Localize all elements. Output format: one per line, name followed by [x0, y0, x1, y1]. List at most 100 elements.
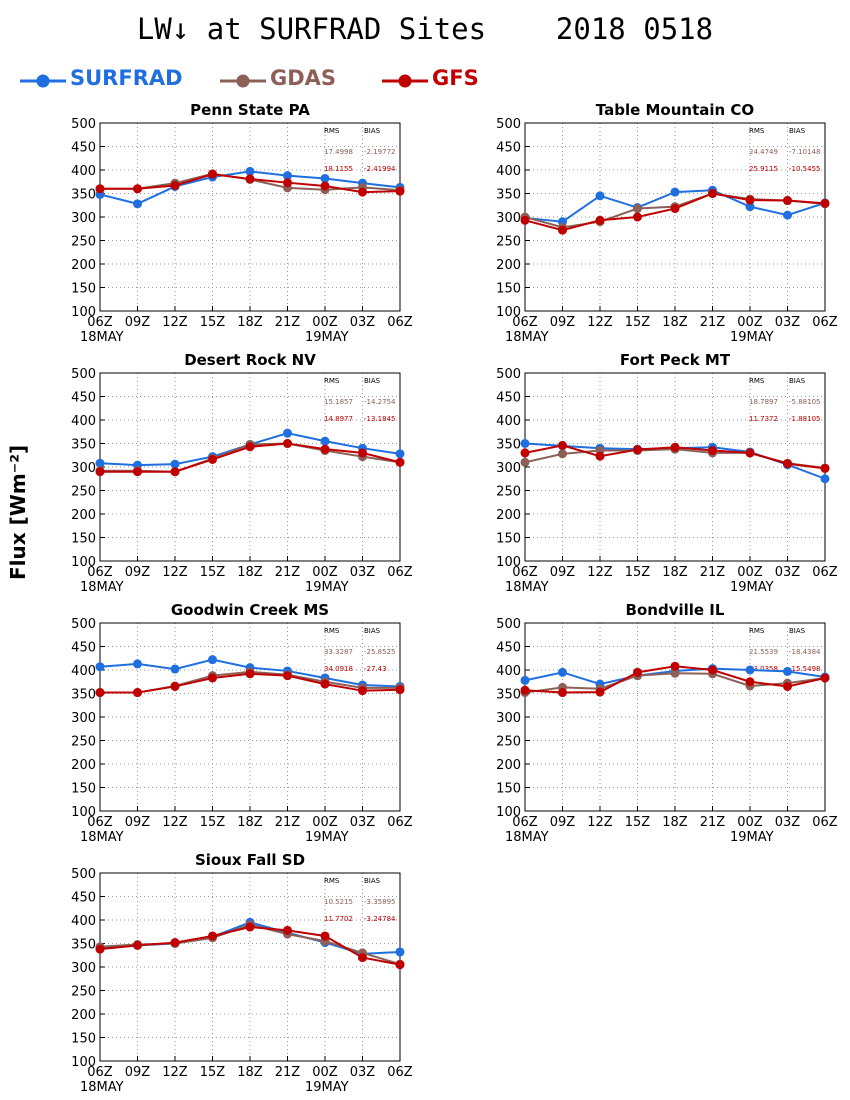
data-point-surfrad	[133, 199, 142, 209]
y-tick-label: 350	[71, 938, 96, 953]
stat-rms: 25.9115	[749, 165, 778, 173]
x-tick-label: 21Z	[700, 815, 726, 830]
stats-header-bias: BIAS	[789, 127, 806, 135]
date-label-start: 18MAY	[80, 330, 124, 345]
y-tick-label: 450	[71, 141, 96, 156]
data-point-surfrad	[283, 428, 292, 438]
y-tick-label: 350	[71, 438, 96, 453]
stats-header-rms: RMS	[749, 377, 765, 385]
y-tick-label: 500	[71, 617, 96, 632]
y-tick-label: 200	[71, 258, 96, 273]
x-tick-label: 09Z	[125, 315, 151, 330]
data-point-surfrad	[820, 474, 830, 484]
data-point-gfs	[595, 215, 605, 225]
stats-header-rms: RMS	[749, 127, 765, 135]
stats-header-bias: BIAS	[364, 627, 381, 635]
data-point-gfs	[170, 938, 180, 948]
data-point-gdas	[520, 457, 530, 467]
data-point-surfrad	[558, 667, 567, 677]
date-label-end: 19MAY	[305, 1080, 349, 1095]
stats-header-rms: RMS	[324, 877, 340, 885]
y-tick-label: 200	[71, 758, 96, 773]
data-point-surfrad	[520, 675, 530, 685]
y-tick-label: 150	[71, 532, 96, 547]
stat-rms: 24.4749	[749, 148, 778, 156]
x-tick-label: 12Z	[587, 315, 613, 330]
data-point-gfs	[558, 225, 567, 235]
x-tick-label: 15Z	[200, 565, 226, 580]
data-point-gfs	[95, 184, 105, 194]
y-tick-label: 300	[71, 711, 96, 726]
data-point-gfs	[170, 181, 180, 191]
x-tick-label: 21Z	[700, 565, 726, 580]
stat-bias: -3.24784	[364, 915, 396, 923]
data-point-surfrad	[395, 449, 405, 459]
y-tick-label: 400	[496, 414, 521, 429]
y-tick-label: 200	[496, 508, 521, 523]
data-point-gfs	[320, 679, 330, 689]
panel-title: Bondville IL	[626, 601, 725, 619]
x-tick-label: 18Z	[662, 315, 688, 330]
data-point-gfs	[395, 685, 405, 695]
stat-rms: 18.1155	[324, 165, 353, 173]
x-tick-label: 12Z	[162, 815, 188, 830]
data-point-gfs	[208, 454, 217, 464]
x-tick-label: 06Z	[387, 565, 413, 580]
x-tick-label: 09Z	[550, 565, 576, 580]
y-tick-label: 100	[71, 805, 96, 820]
data-point-gfs	[395, 960, 405, 970]
x-tick-label: 00Z	[312, 1065, 338, 1080]
x-tick-label: 09Z	[125, 815, 151, 830]
x-tick-label: 15Z	[200, 1065, 226, 1080]
data-point-gdas	[633, 204, 642, 214]
data-point-gfs	[558, 688, 567, 698]
y-tick-label: 150	[71, 782, 96, 797]
panel-title: Sioux Fall SD	[195, 851, 305, 869]
chart-panel-5: Goodwin Creek MS 100 150 200 250 300 350 400 450…	[71, 601, 413, 845]
x-tick-label: 06Z	[512, 815, 538, 830]
legend-label: SURFRAD	[70, 66, 183, 90]
x-tick-label: 00Z	[737, 565, 763, 580]
data-point-gfs	[95, 688, 105, 698]
x-tick-label: 18Z	[237, 815, 263, 830]
stat-bias: -27.43	[364, 665, 387, 673]
data-point-gdas	[558, 449, 567, 459]
y-tick-label: 400	[71, 664, 96, 679]
date-label-end: 19MAY	[730, 580, 774, 595]
stat-rms: 17.4998	[324, 148, 353, 156]
date-label-start: 18MAY	[80, 830, 124, 845]
stat-bias: -14.2754	[364, 398, 396, 406]
data-point-gfs	[320, 931, 330, 941]
x-tick-label: 21Z	[275, 1065, 301, 1080]
x-tick-label: 06Z	[87, 565, 113, 580]
y-tick-label: 150	[496, 532, 521, 547]
data-point-gfs	[245, 922, 255, 932]
stat-rms: 10.5215	[324, 898, 353, 906]
stat-rms: 14.8977	[324, 415, 353, 423]
stats-header-bias: BIAS	[789, 377, 806, 385]
panel-title: Desert Rock NV	[184, 351, 316, 369]
data-point-gfs	[708, 665, 717, 675]
x-tick-label: 12Z	[587, 815, 613, 830]
x-tick-label: 18Z	[237, 1065, 263, 1080]
data-point-gfs	[520, 685, 530, 695]
x-tick-label: 15Z	[625, 315, 651, 330]
x-tick-label: 09Z	[125, 565, 151, 580]
y-tick-label: 450	[496, 141, 521, 156]
data-point-gfs	[358, 686, 367, 696]
x-tick-label: 21Z	[275, 565, 301, 580]
y-tick-label: 300	[71, 461, 96, 476]
data-point-gfs	[245, 174, 255, 184]
y-tick-label: 450	[496, 391, 521, 406]
y-tick-label: 250	[496, 735, 521, 750]
data-point-gfs	[208, 169, 217, 179]
chart-panel-4: Fort Peck MT 100 150 200 250 300 350 400 450 500 0…	[496, 351, 838, 595]
x-tick-label: 12Z	[162, 1065, 188, 1080]
data-point-gfs	[820, 673, 830, 683]
plot-frame	[524, 622, 826, 812]
plot-frame	[99, 122, 401, 312]
data-point-gfs	[170, 681, 180, 691]
x-tick-label: 00Z	[312, 565, 338, 580]
stat-bias: -10.5455	[789, 165, 820, 173]
stat-rms: 11.7372	[749, 415, 778, 423]
